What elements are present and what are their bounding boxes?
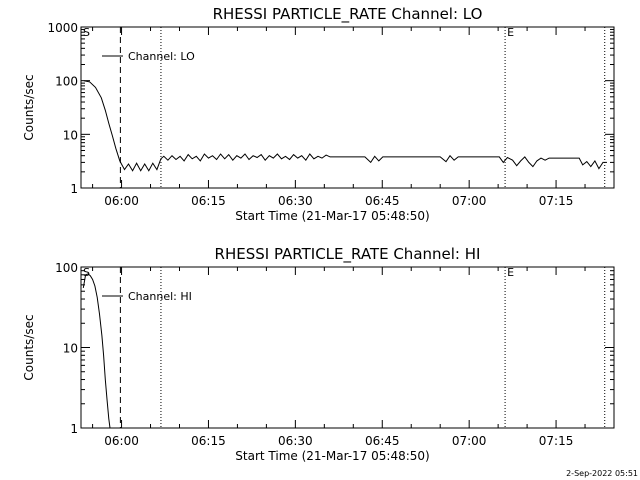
y-tick-label: 1000	[47, 21, 78, 35]
series-line	[83, 80, 607, 172]
x-tick-label: 06:00	[104, 194, 139, 208]
x-tick-label: 07:00	[452, 434, 487, 448]
x-axis-label: Start Time (21-Mar-17 05:48:50)	[235, 209, 429, 223]
x-tick-label: 07:15	[539, 194, 574, 208]
x-tick-label: 06:15	[191, 194, 226, 208]
marker-end-label: E	[507, 266, 514, 279]
x-tick-label: 07:00	[452, 194, 487, 208]
y-axis-label: Counts/sec	[22, 74, 36, 140]
chart-title: RHESSI PARTICLE_RATE Channel: LO	[213, 5, 483, 24]
chart-lo: RHESSI PARTICLE_RATE Channel: LO 06:00 06:…	[22, 5, 615, 223]
x-tick-label: 06:30	[278, 434, 313, 448]
legend-label: Channel: LO	[128, 50, 195, 63]
y-tick-label: 100	[55, 75, 78, 89]
plot-frame	[80, 26, 615, 189]
y-tick-label: 100	[55, 261, 78, 275]
x-tick-label: 06:15	[191, 434, 226, 448]
chart-title: RHESSI PARTICLE_RATE Channel: HI	[215, 245, 481, 264]
y-tick-label: 1	[70, 182, 78, 196]
legend-label: Channel: HI	[128, 290, 192, 303]
x-axis-label: Start Time (21-Mar-17 05:48:50)	[235, 449, 429, 463]
y-tick-label: 1	[70, 422, 78, 436]
marker-end-label: E	[507, 26, 514, 39]
footer-date: 2-Sep-2022 05:51	[566, 469, 638, 478]
chart-hi: RHESSI PARTICLE_RATE Channel: HI 06:00 06:…	[22, 245, 615, 463]
y-axis-label: Counts/sec	[22, 314, 36, 380]
x-tick-label: 06:30	[278, 194, 313, 208]
x-tick-label: 06:45	[365, 194, 400, 208]
marker-start-label: S	[83, 266, 90, 279]
x-tick-label: 07:15	[539, 434, 574, 448]
x-tick-label: 06:45	[365, 434, 400, 448]
marker-start-label: S	[83, 26, 90, 39]
y-tick-label: 10	[63, 128, 78, 142]
x-tick-label: 06:00	[104, 434, 139, 448]
y-tick-label: 10	[63, 342, 78, 356]
series-line	[82, 273, 111, 429]
